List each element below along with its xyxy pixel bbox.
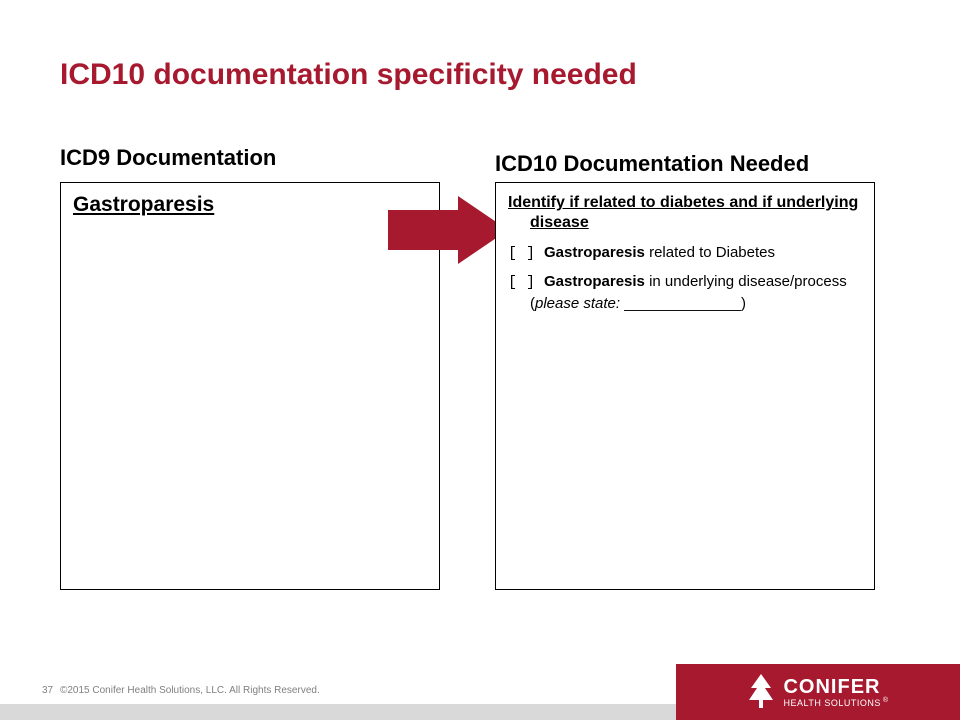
blank-line: ______________ <box>620 295 741 312</box>
tree-icon <box>747 674 775 710</box>
right-column-heading: ICD10 Documentation Needed <box>495 151 809 177</box>
icd9-box: Gastroparesis <box>60 182 440 590</box>
registered-icon: ® <box>883 697 889 704</box>
logo: CONIFER HEALTH SOLUTIONS® <box>747 674 888 710</box>
checklist-rest: in underlying disease/process <box>645 273 847 290</box>
checklist-bold: Gastroparesis <box>544 273 645 290</box>
checklist-bold: Gastroparesis <box>544 244 645 261</box>
please-state: please state: <box>535 295 620 312</box>
arrow-shape <box>388 196 508 264</box>
logo-small-text: HEALTH SOLUTIONS <box>783 698 880 708</box>
logo-text: CONIFER HEALTH SOLUTIONS® <box>783 677 888 708</box>
checklist-item: [ ] Gastroparesis related to Diabetes <box>508 243 862 264</box>
logo-small: HEALTH SOLUTIONS® <box>783 697 888 708</box>
checklist-paren: (please state: ______________) <box>530 295 746 312</box>
checklist-rest: related to Diabetes <box>645 244 775 261</box>
logo-big: CONIFER <box>783 677 888 697</box>
slide-title: ICD10 documentation specificity needed <box>60 58 637 92</box>
checklist-item: [ ] Gastroparesis in underlying disease/… <box>508 272 862 314</box>
slide: ICD10 documentation specificity needed I… <box>0 0 960 720</box>
left-column-heading: ICD9 Documentation <box>60 145 276 171</box>
checkbox-bracket: [ ] <box>508 274 544 291</box>
icd10-box: Identify if related to diabetes and if u… <box>495 182 875 590</box>
icd10-instruction: Identify if related to diabetes and if u… <box>508 193 862 233</box>
icd9-box-title: Gastroparesis <box>73 193 427 217</box>
arrow-icon <box>388 196 508 264</box>
footer: CONIFER HEALTH SOLUTIONS® <box>0 664 960 720</box>
checkbox-bracket: [ ] <box>508 245 544 262</box>
paren-close: ) <box>741 295 746 312</box>
footer-red-block: CONIFER HEALTH SOLUTIONS® <box>676 664 960 720</box>
